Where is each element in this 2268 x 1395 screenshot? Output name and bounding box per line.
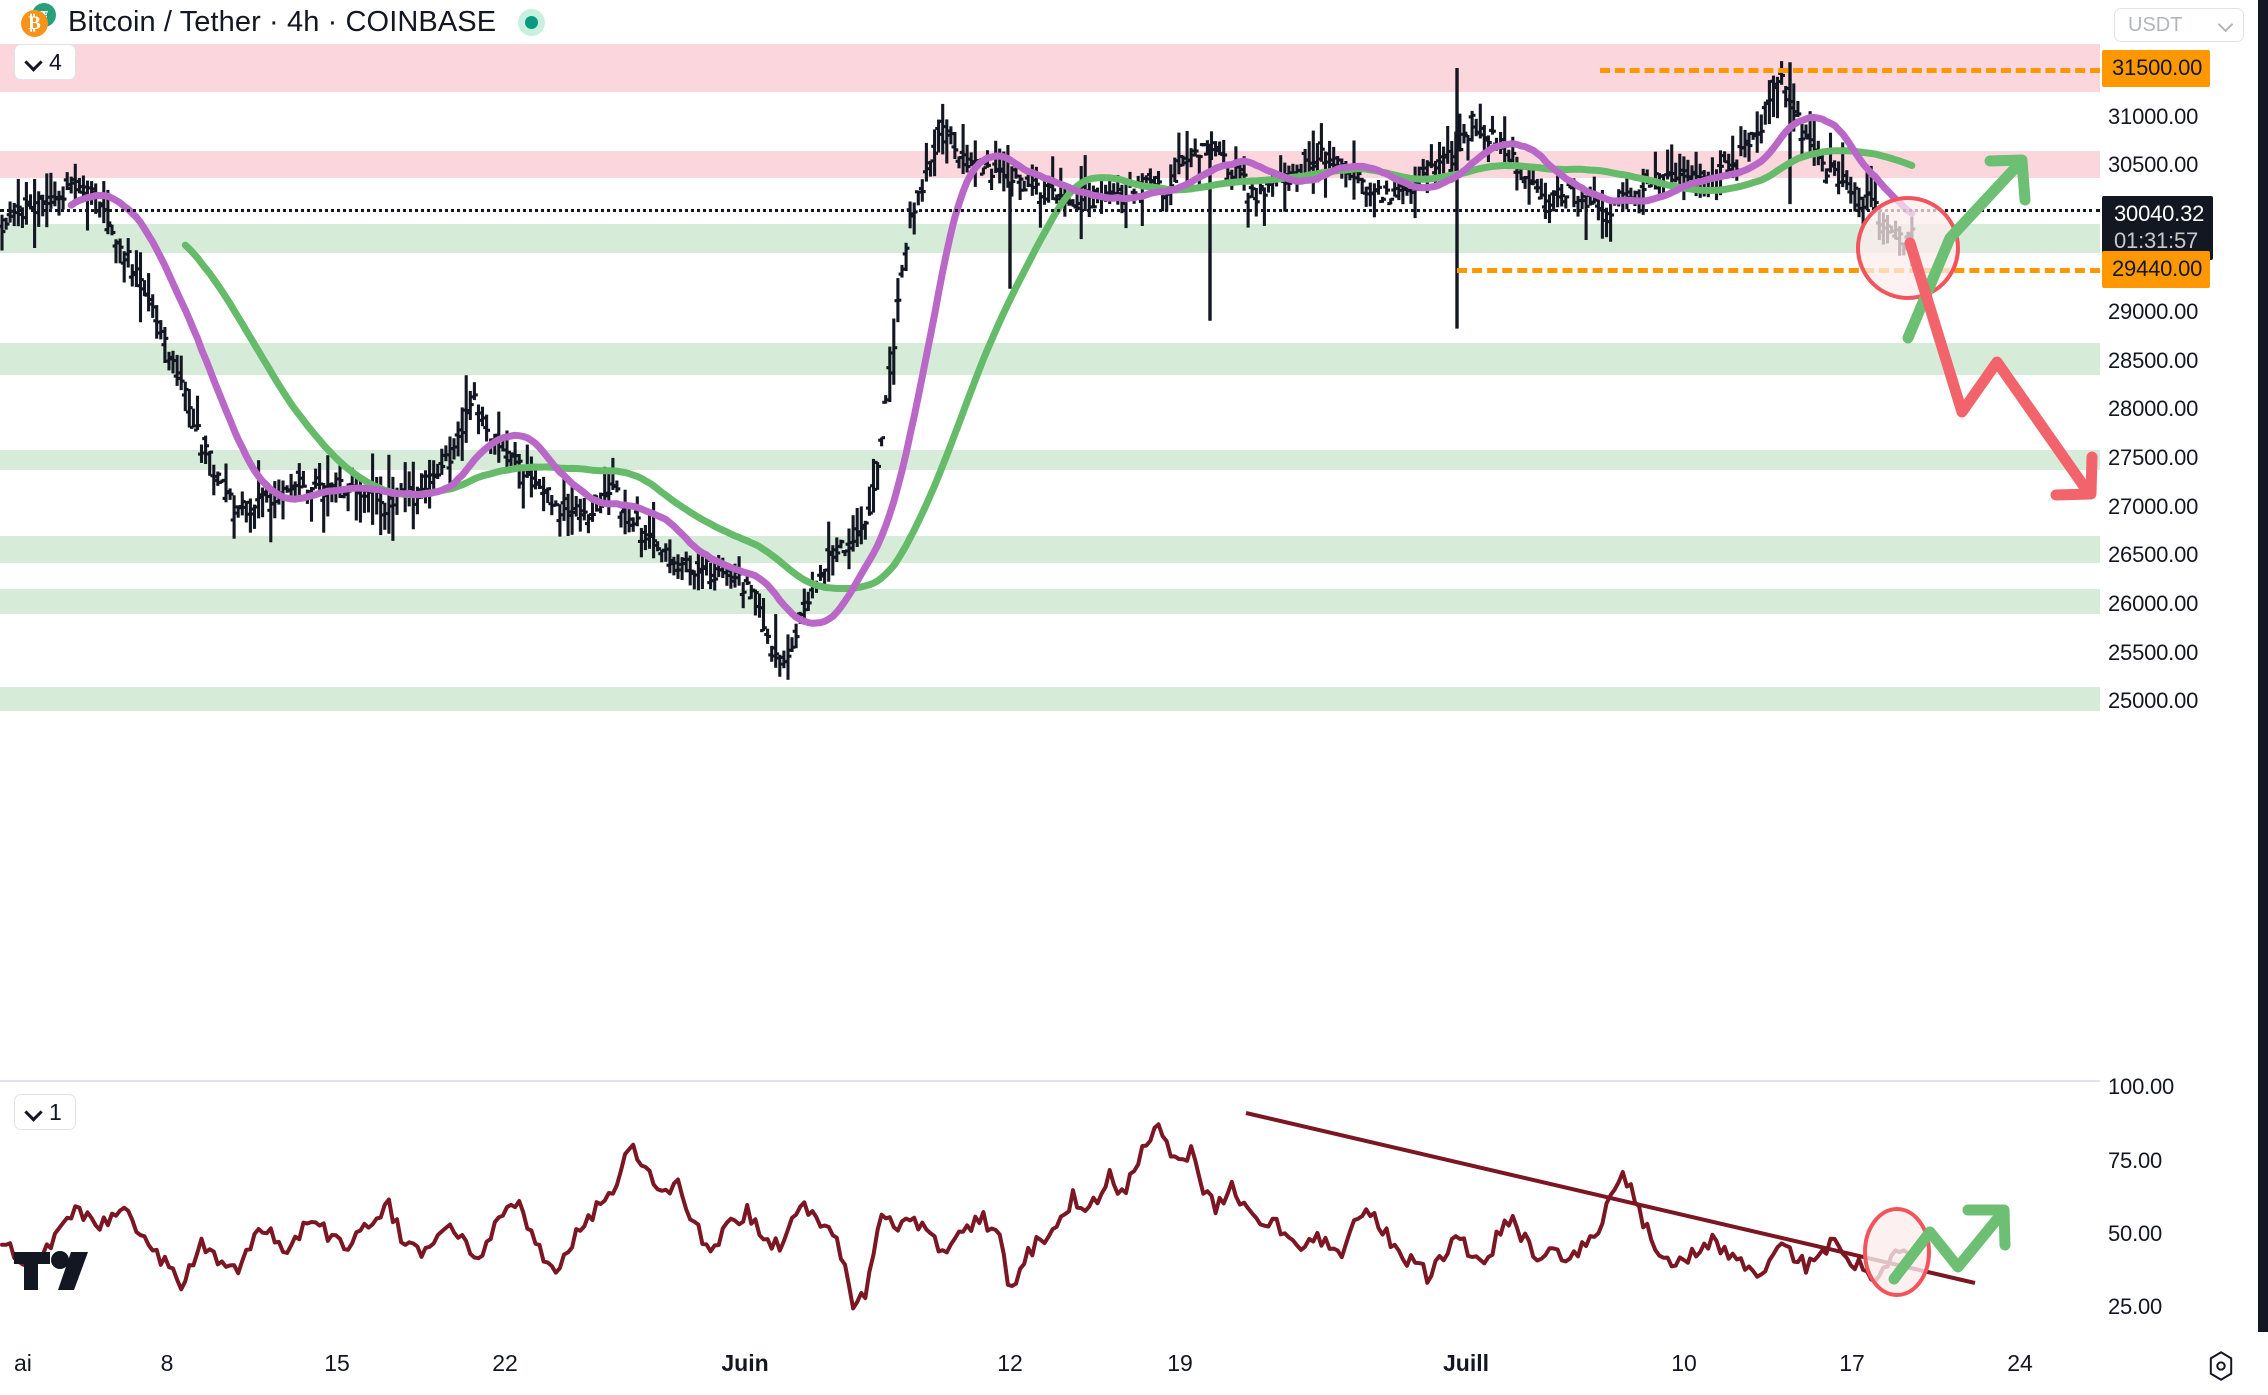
current-price-label[interactable]: 30040.32 01:31:57 — [2102, 196, 2214, 260]
time-tick-24: 24 — [2007, 1350, 2033, 1376]
rsi-tick-100: 100.00 — [2108, 1074, 2175, 1099]
currency-select-value: USDT — [2128, 13, 2183, 36]
price-pane[interactable]: 4 — [0, 0, 2100, 1080]
symbol-title[interactable]: Bitcoin / Tether · 4h · COINBASE — [68, 5, 497, 38]
price-tick-27000: 27000.00 — [2108, 494, 2199, 519]
right-edge-bar — [2258, 0, 2268, 1332]
price-tick-31500[interactable]: 31500.00 — [2102, 50, 2211, 87]
time-tick-15: 15 — [324, 1350, 350, 1376]
support-zone-5 — [0, 589, 2100, 614]
bearish-scenario-arrow[interactable] — [1904, 237, 2094, 498]
time-scale[interactable]: ai 8 15 22 Juin 12 19 Juill 10 17 24 — [0, 1332, 2268, 1395]
rsi-series-layer — [0, 1111, 1976, 1311]
currency-select[interactable]: USDT — [2114, 8, 2244, 42]
market-open-dot — [518, 8, 546, 36]
price-scale[interactable]: 31500.00 31000.00 30500.00 30040.32 01:3… — [2100, 0, 2268, 1395]
ma-slow-line — [181, 147, 1916, 592]
bar-countdown: 01:31:57 — [2114, 228, 2199, 253]
order-line-29440[interactable] — [1457, 268, 2100, 273]
rsi-annotations-layer[interactable] — [0, 1082, 2100, 1332]
settings-gear-icon[interactable] — [2204, 1349, 2238, 1388]
chevron-down-icon — [2219, 19, 2232, 32]
price-tick-27500: 27500.00 — [2108, 445, 2199, 470]
rsi-pane[interactable]: 1 — [0, 1082, 2100, 1332]
chevron-down-icon — [25, 1106, 41, 1118]
time-tick-19: 19 — [1167, 1350, 1193, 1376]
time-tick-22: 22 — [492, 1350, 518, 1376]
time-tick-juill: Juill — [1442, 1350, 1490, 1376]
price-tick-26500: 26500.00 — [2108, 542, 2199, 567]
rsi-bullish-arrow[interactable] — [1888, 1206, 2009, 1285]
ma-fast-line — [67, 113, 1916, 627]
time-tick-10: 10 — [1671, 1350, 1697, 1376]
price-tick-31000: 31000.00 — [2108, 104, 2199, 129]
rsi-pane-badge[interactable]: 1 — [14, 1094, 76, 1130]
rsi-tick-25: 25.00 — [2108, 1294, 2163, 1319]
current-price-value: 30040.32 — [2114, 201, 2205, 226]
rsi-trendline[interactable] — [1245, 1111, 1976, 1285]
price-tick-26000: 26000.00 — [2108, 591, 2199, 616]
rsi-pane-badge-count: 1 — [49, 1098, 62, 1125]
rsi-breakout-circle[interactable] — [1863, 1207, 1931, 1297]
pane-divider[interactable] — [0, 1080, 2268, 1082]
current-price-line — [0, 209, 2100, 212]
support-zone-4 — [0, 536, 2100, 563]
time-tick-8: 8 — [160, 1350, 174, 1376]
rsi-bullish-arrowhead — [1962, 1204, 2011, 1251]
price-annotations-layer[interactable] — [0, 0, 2100, 1080]
support-zone-2 — [0, 343, 2100, 375]
tradingview-logo — [14, 1248, 90, 1299]
price-series-layer — [0, 61, 1916, 680]
price-tick-29440[interactable]: 29440.00 — [2102, 251, 2211, 288]
price-tick-29000: 29000.00 — [2108, 299, 2199, 324]
bullish-scenario-arrowhead — [1984, 154, 2031, 206]
symbol-logo: ₮ ₿ — [18, 2, 58, 42]
price-tick-28500: 28500.00 — [2108, 348, 2199, 373]
price-tick-30500: 30500.00 — [2108, 152, 2199, 177]
bitcoin-logo-icon: ₿ — [21, 10, 48, 37]
chevron-down-icon — [25, 56, 41, 68]
chart-header: ₮ ₿ Bitcoin / Tether · 4h · COINBASE — [0, 0, 2268, 44]
time-tick-juin: Juin — [721, 1350, 769, 1376]
time-tick-17: 17 — [1839, 1350, 1865, 1376]
price-pane-badge[interactable]: 4 — [14, 44, 76, 80]
price-tick-25500: 25500.00 — [2108, 640, 2199, 665]
time-tick-12: 12 — [997, 1350, 1023, 1376]
order-line-31500[interactable] — [1600, 68, 2100, 73]
rsi-line — [0, 1122, 1914, 1311]
price-pane-badge-count: 4 — [49, 48, 62, 75]
bearish-scenario-arrowhead — [2050, 451, 2098, 501]
support-zone-6 — [0, 687, 2100, 711]
time-tick-mai: ai — [14, 1350, 32, 1376]
rsi-tick-50: 50.00 — [2108, 1221, 2163, 1246]
price-tick-25000: 25000.00 — [2108, 688, 2199, 713]
rsi-tick-75: 75.00 — [2108, 1148, 2163, 1173]
price-tick-28000: 28000.00 — [2108, 396, 2199, 421]
